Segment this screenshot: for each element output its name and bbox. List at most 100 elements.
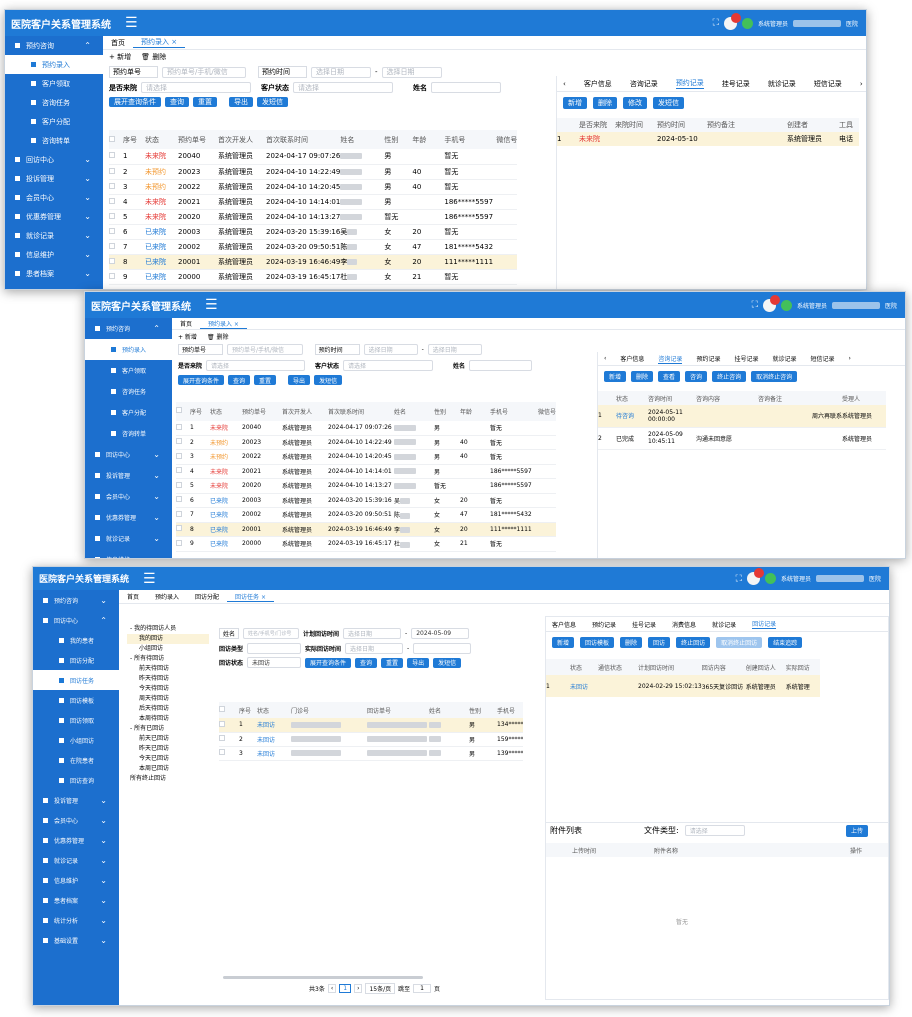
sms-button[interactable]: 发短信 [257,97,288,107]
table-row[interactable]: 7 已来院 20002 系统管理员 2024-03-20 09:50:51 陈女 47 181… [176,508,557,522]
panel-tab[interactable]: 挂号记录 [721,79,750,88]
booking-no-input[interactable]: 预约单号/手机/微信 [162,66,246,78]
booking-time-select[interactable]: 预约时间 [314,344,360,355]
panel-tab[interactable]: 客户信息 [620,356,645,363]
select-all-checkbox[interactable] [219,706,225,712]
fullscreen-icon[interactable]: ⛶ [735,573,742,584]
sidebar-sub-item[interactable]: 预约录入 [85,339,172,360]
row-checkbox[interactable] [176,496,182,503]
avatar[interactable] [780,299,792,311]
add-button[interactable]: + 新增 [178,333,197,341]
row-checkbox[interactable] [176,438,182,445]
sidebar-sub-item[interactable]: 小组回访 [33,730,119,750]
tree-node[interactable]: 本周已回访 [139,765,170,772]
plan-date-end[interactable]: 2024-05-09 [411,628,470,639]
table-row[interactable]: 1 未回访男 134***** [219,718,524,732]
row-checkbox[interactable] [109,257,115,264]
table-row[interactable]: 5 未来院 20020 系统管理员 2024-04-10 14:13:27 暂无 186**… [109,209,518,224]
panel-tab[interactable]: 就诊记录 [767,79,796,88]
reset-button[interactable]: 重置 [254,375,277,385]
row-checkbox[interactable] [109,242,115,249]
plan-date-start[interactable]: 选择日期 [343,628,402,639]
panel-button[interactable]: 新增 [604,371,627,382]
status-select[interactable]: 未回访 [247,657,302,668]
tree-node[interactable]: 前天待回访 [139,665,170,672]
tree-node[interactable]: 我的回访 [127,634,209,644]
sidebar-sub-item[interactable]: 我的患者 [33,630,119,650]
name-select[interactable]: 姓名 [219,628,240,639]
booking-no-select[interactable]: 预约单号 [178,344,224,355]
panel-tab[interactable]: 回访记录 [752,621,777,629]
sidebar-item-5[interactable]: 就诊记录 ⌄ [5,226,103,245]
table-row[interactable]: 2 未预约 20023 系统管理员 2024-04-10 14:22:49 男 40 暂无 [109,164,518,179]
tree-node[interactable]: 昨天已回访 [139,745,170,752]
sidebar-item-8[interactable]: 统计分析 ⌄ [5,283,103,289]
upload-button[interactable]: 上传 [845,824,868,837]
tab[interactable]: 回访分配 [195,594,220,601]
row-checkbox[interactable] [109,182,115,189]
tab[interactable]: 首页 [180,321,193,328]
booking-no-select[interactable]: 预约单号 [109,66,158,78]
export-button[interactable]: 导出 [288,375,311,385]
customer-status-select[interactable]: 请选择 [293,82,393,93]
row-checkbox[interactable] [219,749,225,755]
panel-tab[interactable]: 咨询记录 [629,79,658,88]
tree-node[interactable]: - 所有已回访 [130,725,165,732]
sidebar-sub-item[interactable]: 咨询转单 [85,423,172,444]
table-row[interactable]: 1 未来院 20040 系统管理员 2024-04-17 09:07:26 男暂无 [109,149,518,164]
panel-button[interactable]: 终止回访 [676,637,711,648]
table-row[interactable]: 6 已来院 20003 系统管理员 2024-03-20 15:39:16 吴女 20 暂无 [109,224,518,239]
panel-tab[interactable]: 就诊记录 [772,356,797,363]
tree-node[interactable]: - 所有待回访 [130,655,165,662]
panel-tab[interactable]: 挂号记录 [632,621,657,629]
row-checkbox[interactable] [109,272,115,279]
type-select[interactable] [247,643,302,654]
expand-button[interactable]: 展开查询条件 [305,657,352,668]
table-row[interactable]: 4 未来院 20021 系统管理员 2024-04-10 14:14:01 男 186***… [109,194,518,209]
menu-toggle-icon[interactable]: ☰ [205,297,218,313]
query-button[interactable]: 查询 [165,97,189,107]
row-checkbox[interactable] [176,467,182,474]
sidebar-item-3[interactable]: 会员中心 ⌄ [33,810,119,830]
bell-icon[interactable] [746,568,764,585]
sidebar-item-8[interactable]: 统计分析 ⌄ [33,910,119,930]
date-start-input[interactable]: 选择日期 [363,344,418,355]
table-row[interactable]: 1 未来院 2024-05-10 系统管理员 电话 [557,132,859,146]
panel-button[interactable]: 终止咨询 [712,371,747,382]
sidebar-sub-item[interactable]: 客户分配 [85,402,172,423]
panel-tab[interactable]: 预约记录 [696,356,721,363]
table-row[interactable]: 9 已来院 20000 系统管理员 2024-03-19 16:45:17 杜女 21 暂无 [109,269,518,284]
date-end-input[interactable]: 选择日期 [427,344,482,355]
came-select[interactable]: 请选择 [206,360,306,371]
sms-button[interactable]: 发短信 [314,375,343,385]
fullscreen-icon[interactable]: ⛶ [712,18,719,28]
sidebar-item-9[interactable]: 基础设置 ⌄ [33,930,119,950]
tree-node[interactable]: 前天已回访 [139,735,170,742]
row-checkbox[interactable] [109,167,115,174]
panel-tab[interactable]: 短信记录 [813,79,842,88]
tree-node[interactable]: 小组回访 [139,645,164,652]
panel-tab[interactable]: 客户信息 [583,79,612,88]
file-type-select[interactable]: 请选择 [684,825,745,836]
panel-tab[interactable]: 挂号记录 [734,356,759,363]
table-row[interactable]: 5 未来院 20020 系统管理员 2024-04-10 14:13:27 暂无 186**… [176,479,557,493]
row-checkbox[interactable] [176,423,182,430]
table-row[interactable]: 4 未来院 20021 系统管理员 2024-04-10 14:14:01 男 186***… [176,464,557,479]
actual-date-end[interactable] [413,643,472,654]
panel-button[interactable]: 修改 [623,97,647,109]
tree-node[interactable]: 今天待回访 [139,685,170,692]
expand-button[interactable]: 展开查询条件 [178,375,225,385]
table-row[interactable]: 2 已完成 2024-05-09 10:45:11 沟通未回意愿 系统管理员 [598,427,886,449]
next-tab-icon[interactable]: › [859,79,863,88]
row-checkbox[interactable] [176,481,182,488]
came-select[interactable]: 请选择 [141,82,251,93]
panel-tab[interactable]: 预约记录 [675,79,704,89]
sidebar-sub-item[interactable]: 客户领取 [5,74,103,93]
sidebar-item-0[interactable]: 预约咨询 ⌃ [85,318,172,339]
row-checkbox[interactable] [176,452,182,459]
row-checkbox[interactable] [176,539,182,546]
reset-button[interactable]: 重置 [381,657,404,668]
table-row[interactable]: 3 未预约 20022 系统管理员 2024-04-10 14:20:45 男 40 暂无 [109,179,518,194]
sidebar-item-2[interactable]: 投诉管理 ⌄ [5,169,103,188]
sidebar-sub-item[interactable]: 咨询转单 [5,131,103,150]
